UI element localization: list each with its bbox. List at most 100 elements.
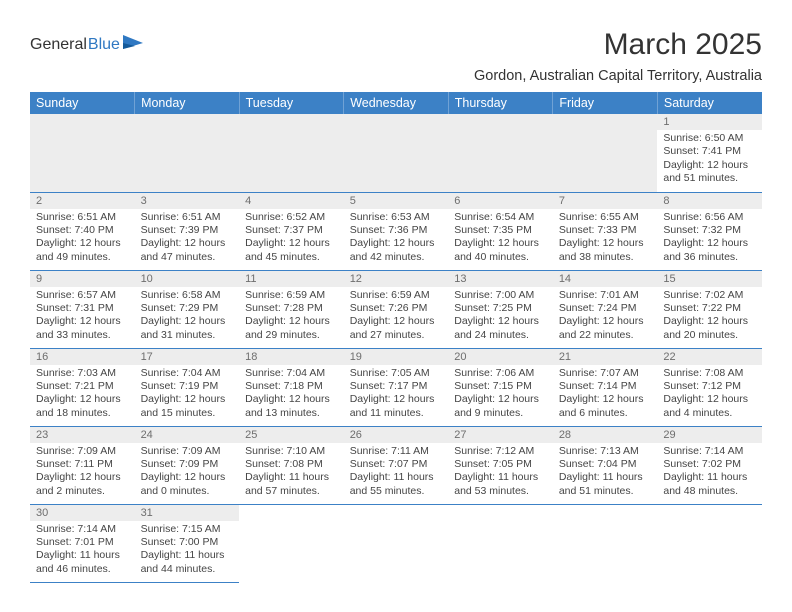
calendar-header-row: Sunday Monday Tuesday Wednesday Thursday… bbox=[30, 92, 762, 114]
day-body: Sunrise: 7:14 AMSunset: 7:02 PMDaylight:… bbox=[657, 443, 762, 503]
calendar-cell bbox=[135, 114, 240, 192]
sunset: Sunset: 7:33 PM bbox=[559, 224, 652, 237]
daylight: Daylight: 11 hours and 44 minutes. bbox=[141, 549, 234, 576]
day-number: 28 bbox=[553, 427, 658, 443]
calendar-cell bbox=[657, 504, 762, 582]
day-body: Sunrise: 7:14 AMSunset: 7:01 PMDaylight:… bbox=[30, 521, 135, 581]
calendar-cell: 20Sunrise: 7:06 AMSunset: 7:15 PMDayligh… bbox=[448, 348, 553, 426]
col-monday: Monday bbox=[135, 92, 240, 114]
sunrise: Sunrise: 6:50 AM bbox=[663, 132, 756, 145]
calendar-cell bbox=[344, 114, 449, 192]
day-body: Sunrise: 6:55 AMSunset: 7:33 PMDaylight:… bbox=[553, 209, 658, 269]
sunset: Sunset: 7:32 PM bbox=[663, 224, 756, 237]
day-body: Sunrise: 7:01 AMSunset: 7:24 PMDaylight:… bbox=[553, 287, 658, 347]
day-body: Sunrise: 6:59 AMSunset: 7:28 PMDaylight:… bbox=[239, 287, 344, 347]
calendar-cell: 5 Sunrise: 6:53 AMSunset: 7:36 PMDaylight… bbox=[344, 192, 449, 270]
col-friday: Friday bbox=[553, 92, 658, 114]
daylight: Daylight: 12 hours and 31 minutes. bbox=[141, 315, 234, 342]
calendar-cell bbox=[344, 504, 449, 582]
sunset: Sunset: 7:36 PM bbox=[350, 224, 443, 237]
calendar-cell: 2Sunrise: 6:51 AMSunset: 7:40 PMDaylight… bbox=[30, 192, 135, 270]
sunrise: Sunrise: 7:02 AM bbox=[663, 289, 756, 302]
daylight: Daylight: 12 hours and 11 minutes. bbox=[350, 393, 443, 420]
calendar-row: 30Sunrise: 7:14 AMSunset: 7:01 PMDayligh… bbox=[30, 504, 762, 582]
daylight: Daylight: 12 hours and 22 minutes. bbox=[559, 315, 652, 342]
sunset: Sunset: 7:00 PM bbox=[141, 536, 234, 549]
col-wednesday: Wednesday bbox=[344, 92, 449, 114]
day-body: Sunrise: 6:57 AMSunset: 7:31 PMDaylight:… bbox=[30, 287, 135, 347]
day-number: 21 bbox=[553, 349, 658, 365]
day-number: 27 bbox=[448, 427, 553, 443]
day-body: Sunrise: 7:07 AMSunset: 7:14 PMDaylight:… bbox=[553, 365, 658, 425]
sunrise: Sunrise: 6:51 AM bbox=[36, 211, 129, 224]
daylight: Daylight: 12 hours and 27 minutes. bbox=[350, 315, 443, 342]
day-body: Sunrise: 7:15 AMSunset: 7:00 PMDaylight:… bbox=[135, 521, 240, 581]
daylight: Daylight: 11 hours and 55 minutes. bbox=[350, 471, 443, 498]
day-number: 31 bbox=[135, 505, 240, 521]
calendar-cell: 30Sunrise: 7:14 AMSunset: 7:01 PMDayligh… bbox=[30, 504, 135, 582]
calendar-cell: 4Sunrise: 6:52 AMSunset: 7:37 PMDaylight… bbox=[239, 192, 344, 270]
logo: General Blue bbox=[30, 36, 145, 54]
sunset: Sunset: 7:01 PM bbox=[36, 536, 129, 549]
sunrise: Sunrise: 7:11 AM bbox=[350, 445, 443, 458]
day-number: 6 bbox=[448, 193, 553, 209]
sunrise: Sunrise: 7:15 AM bbox=[141, 523, 234, 536]
sunrise: Sunrise: 7:09 AM bbox=[141, 445, 234, 458]
col-saturday: Saturday bbox=[657, 92, 762, 114]
calendar-cell bbox=[553, 114, 658, 192]
daylight: Daylight: 12 hours and 42 minutes. bbox=[350, 237, 443, 264]
calendar-cell: 7Sunrise: 6:55 AMSunset: 7:33 PMDaylight… bbox=[553, 192, 658, 270]
calendar-cell: 9Sunrise: 6:57 AMSunset: 7:31 PMDaylight… bbox=[30, 270, 135, 348]
col-sunday: Sunday bbox=[30, 92, 135, 114]
header: General Blue March 2025 Gordon, Australi… bbox=[30, 28, 762, 84]
daylight: Daylight: 12 hours and 2 minutes. bbox=[36, 471, 129, 498]
sunset: Sunset: 7:37 PM bbox=[245, 224, 338, 237]
daylight: Daylight: 12 hours and 4 minutes. bbox=[663, 393, 756, 420]
col-thursday: Thursday bbox=[448, 92, 553, 114]
sunrise: Sunrise: 7:04 AM bbox=[141, 367, 234, 380]
title-block: March 2025 Gordon, Australian Capital Te… bbox=[474, 28, 762, 84]
sunset: Sunset: 7:15 PM bbox=[454, 380, 547, 393]
day-number: 19 bbox=[344, 349, 449, 365]
day-number: 24 bbox=[135, 427, 240, 443]
calendar-cell: 8Sunrise: 6:56 AMSunset: 7:32 PMDaylight… bbox=[657, 192, 762, 270]
daylight: Daylight: 12 hours and 47 minutes. bbox=[141, 237, 234, 264]
day-body: Sunrise: 6:50 AMSunset: 7:41 PMDaylight:… bbox=[657, 130, 762, 190]
day-body: Sunrise: 6:56 AMSunset: 7:32 PMDaylight:… bbox=[657, 209, 762, 269]
calendar-cell: 10Sunrise: 6:58 AMSunset: 7:29 PMDayligh… bbox=[135, 270, 240, 348]
day-number: 18 bbox=[239, 349, 344, 365]
sunset: Sunset: 7:05 PM bbox=[454, 458, 547, 471]
sunrise: Sunrise: 7:00 AM bbox=[454, 289, 547, 302]
sunset: Sunset: 7:04 PM bbox=[559, 458, 652, 471]
daylight: Daylight: 12 hours and 33 minutes. bbox=[36, 315, 129, 342]
daylight: Daylight: 12 hours and 51 minutes. bbox=[663, 159, 756, 186]
sunrise: Sunrise: 6:53 AM bbox=[350, 211, 443, 224]
daylight: Daylight: 12 hours and 6 minutes. bbox=[559, 393, 652, 420]
day-body: Sunrise: 7:02 AMSunset: 7:22 PMDaylight:… bbox=[657, 287, 762, 347]
day-body: Sunrise: 7:00 AMSunset: 7:25 PMDaylight:… bbox=[448, 287, 553, 347]
sunset: Sunset: 7:07 PM bbox=[350, 458, 443, 471]
day-number: 22 bbox=[657, 349, 762, 365]
calendar-row: 23Sunrise: 7:09 AMSunset: 7:11 PMDayligh… bbox=[30, 426, 762, 504]
sunrise: Sunrise: 7:10 AM bbox=[245, 445, 338, 458]
calendar-row: 2Sunrise: 6:51 AMSunset: 7:40 PMDaylight… bbox=[30, 192, 762, 270]
daylight: Daylight: 11 hours and 48 minutes. bbox=[663, 471, 756, 498]
day-number: 30 bbox=[30, 505, 135, 521]
sunrise: Sunrise: 6:58 AM bbox=[141, 289, 234, 302]
calendar-cell: 17Sunrise: 7:04 AMSunset: 7:19 PMDayligh… bbox=[135, 348, 240, 426]
day-body: Sunrise: 7:09 AMSunset: 7:11 PMDaylight:… bbox=[30, 443, 135, 503]
day-body: Sunrise: 7:10 AMSunset: 7:08 PMDaylight:… bbox=[239, 443, 344, 503]
day-body: Sunrise: 6:58 AMSunset: 7:29 PMDaylight:… bbox=[135, 287, 240, 347]
calendar-cell bbox=[448, 114, 553, 192]
day-body: Sunrise: 7:06 AMSunset: 7:15 PMDaylight:… bbox=[448, 365, 553, 425]
sunrise: Sunrise: 6:59 AM bbox=[350, 289, 443, 302]
day-number: 5 bbox=[344, 193, 449, 209]
calendar-cell: 12Sunrise: 6:59 AMSunset: 7:26 PMDayligh… bbox=[344, 270, 449, 348]
daylight: Daylight: 12 hours and 0 minutes. bbox=[141, 471, 234, 498]
daylight: Daylight: 12 hours and 13 minutes. bbox=[245, 393, 338, 420]
day-body: Sunrise: 6:52 AMSunset: 7:37 PMDaylight:… bbox=[239, 209, 344, 269]
day-number: 2 bbox=[30, 193, 135, 209]
calendar-cell: 3Sunrise: 6:51 AMSunset: 7:39 PMDaylight… bbox=[135, 192, 240, 270]
day-body: Sunrise: 7:04 AMSunset: 7:19 PMDaylight:… bbox=[135, 365, 240, 425]
day-body: Sunrise: 7:03 AMSunset: 7:21 PMDaylight:… bbox=[30, 365, 135, 425]
